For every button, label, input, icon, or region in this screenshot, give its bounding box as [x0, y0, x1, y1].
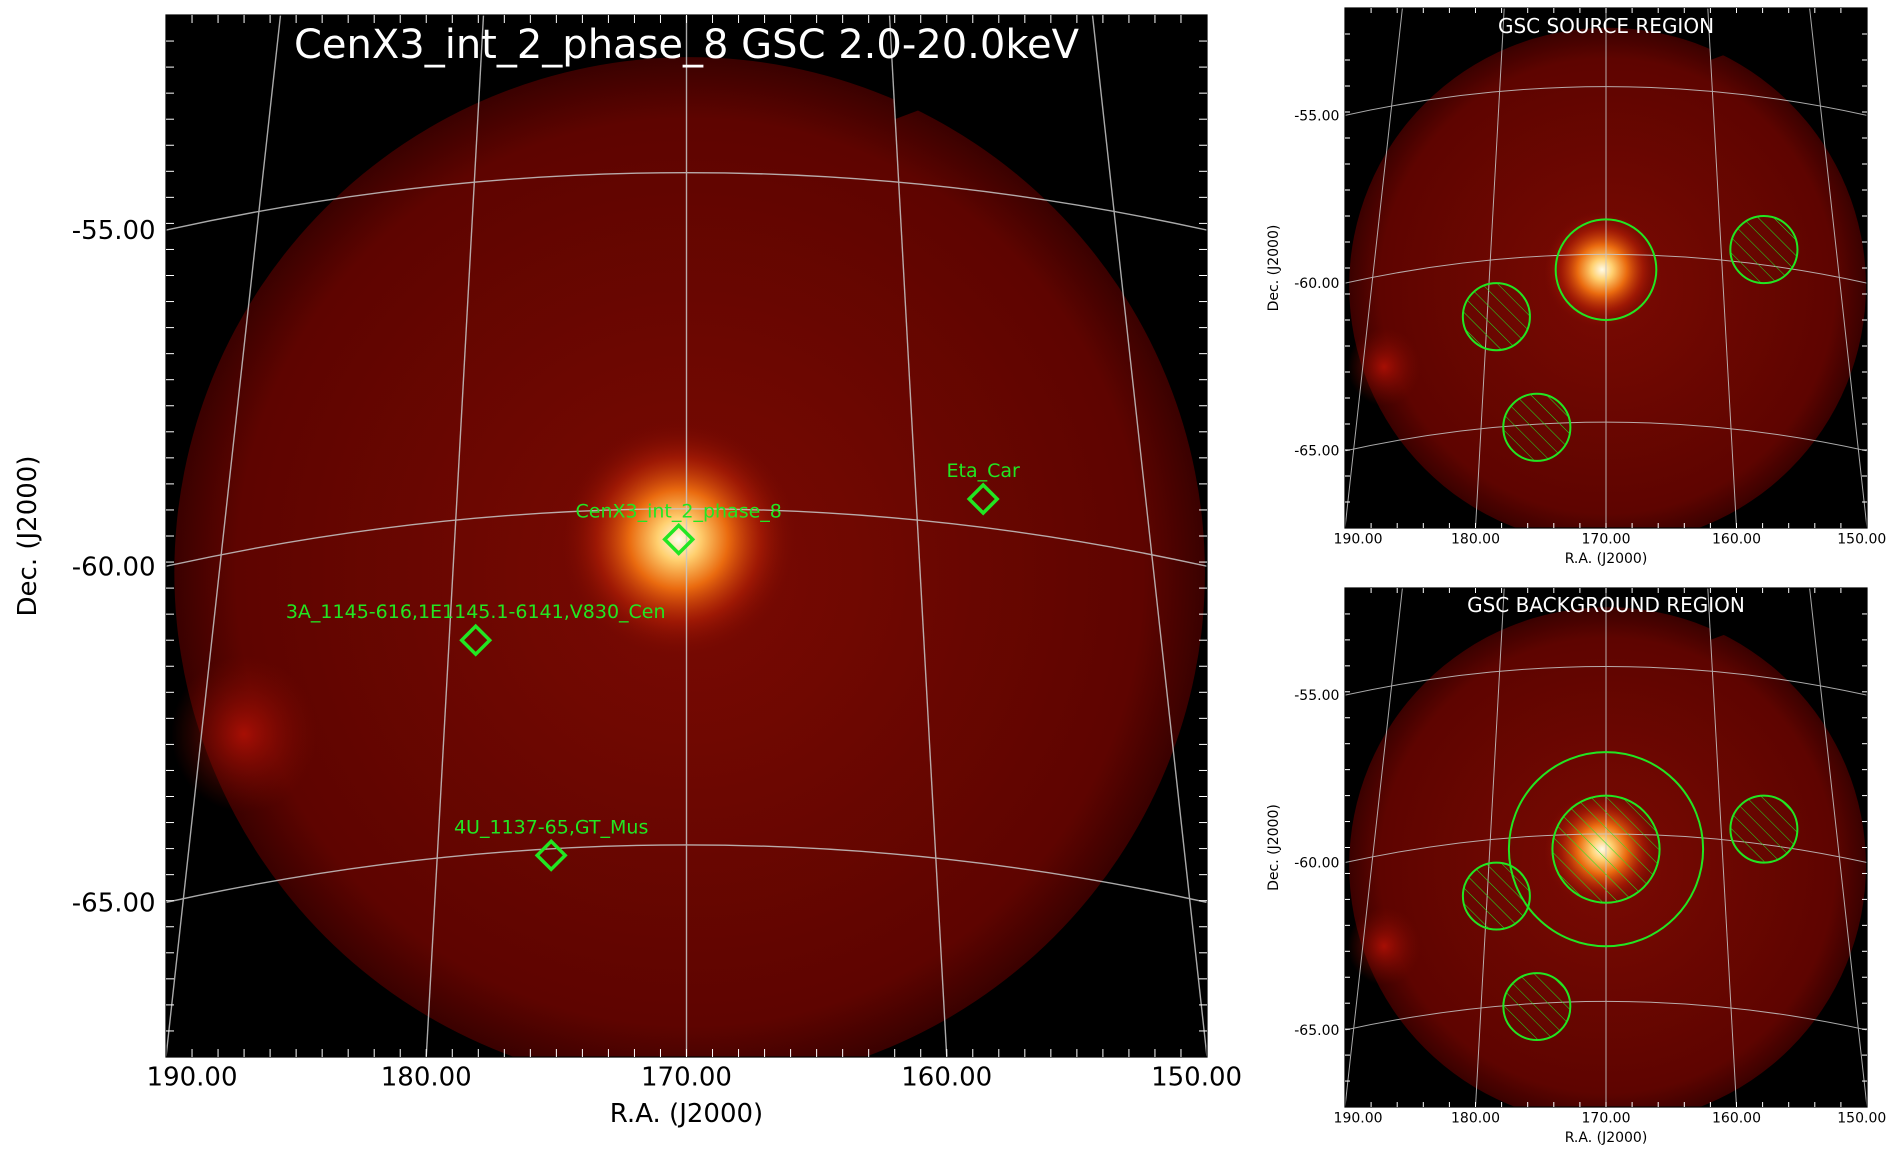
fov-notch [894, 15, 1207, 141]
y-tick-labels: -55.00 -60.00 -65.00 [72, 216, 156, 918]
faint-source-blob [1347, 327, 1421, 406]
source-marker[interactable] [534, 838, 568, 872]
ra-gridline [1475, 8, 1505, 528]
y-axis-label: Dec. (J2000) [1266, 804, 1282, 891]
source-marker[interactable] [662, 522, 696, 556]
y-tick-label: -60.00 [1294, 276, 1339, 292]
x-tick-label: 160.00 [1712, 531, 1761, 547]
axis-ticks [166, 15, 1207, 1057]
regions [1461, 215, 1799, 462]
excluded-region[interactable] [1502, 972, 1572, 1042]
excluded-region[interactable] [1461, 282, 1531, 352]
x-tick-label: 170.00 [1582, 1110, 1631, 1126]
x-tick-labels: 190.00 180.00 170.00 160.00 150.00 [1334, 531, 1887, 547]
excluded-region[interactable] [1551, 794, 1661, 904]
x-tick-labels: 190.00 180.00 170.00 160.00 150.00 [147, 1063, 1243, 1093]
y-tick-label: -55.00 [72, 216, 156, 246]
source-marker[interactable] [966, 482, 1000, 516]
x-tick-label: 180.00 [1451, 1110, 1500, 1126]
coordinate-grid [1345, 8, 1867, 528]
regions [1461, 751, 1799, 1042]
y-tick-label: -65.00 [1294, 444, 1339, 460]
fov-notch [1710, 588, 1867, 651]
x-tick-labels: 190.00 180.00 170.00 160.00 150.00 [1334, 1110, 1887, 1126]
faint-source-blob [1347, 907, 1421, 986]
source-region-panel: 190.00 180.00 170.00 160.00 150.00 -55.00 -60.… [1266, 7, 1887, 567]
x-tick-label: 150.00 [1151, 1063, 1242, 1093]
x-tick-label: 190.00 [1334, 1110, 1383, 1126]
fov-notch [1710, 8, 1867, 71]
y-tick-label: -55.00 [1294, 108, 1339, 124]
axis-ticks [1345, 588, 1867, 1107]
x-tick-label: 190.00 [1334, 531, 1383, 547]
axis-ticks [1345, 8, 1867, 528]
x-tick-label: 180.00 [381, 1063, 472, 1093]
y-axis-label: Dec. (J2000) [13, 456, 43, 617]
x-tick-label: 180.00 [1451, 531, 1500, 547]
x-tick-label: 170.00 [641, 1063, 732, 1093]
ra-gridline [1475, 588, 1505, 1107]
faint-source-blob [171, 655, 317, 813]
ra-gridline [1707, 8, 1737, 528]
excluded-region[interactable] [1461, 861, 1531, 931]
ra-gridline [425, 15, 485, 1057]
y-tick-label: -65.00 [72, 888, 156, 918]
source-label: Eta_Car [947, 460, 1021, 482]
x-tick-label: 190.00 [147, 1063, 238, 1093]
ra-gridline [888, 15, 948, 1057]
source-label: 4U_1137-65,GT_Mus [454, 816, 648, 838]
x-axis-label: R.A. (J2000) [1565, 1130, 1648, 1146]
x-axis-label: R.A. (J2000) [610, 1099, 763, 1129]
x-tick-label: 150.00 [1837, 1110, 1886, 1126]
x-tick-label: 160.00 [1712, 1110, 1761, 1126]
source-label: 3A_1145-616,1E1145.1-6141,V830_Cen [286, 601, 666, 623]
ra-gridline [1091, 15, 1207, 1057]
background-region[interactable] [1507, 751, 1705, 948]
y-tick-label: -65.00 [1294, 1023, 1339, 1039]
panel-title: GSC BACKGROUND REGION [1467, 593, 1745, 617]
x-axis-label: R.A. (J2000) [1565, 551, 1648, 567]
ra-gridline [166, 15, 282, 1057]
y-tick-label: -60.00 [72, 552, 156, 582]
bright-source-glow [561, 421, 797, 658]
panel-title: CenX3_int_2_phase_8 GSC 2.0-20.0keV [294, 22, 1080, 68]
excluded-region[interactable] [1729, 215, 1799, 285]
ra-gridline [1707, 588, 1737, 1107]
plot-area [1345, 588, 1867, 1107]
main-skymap: CenX3_int_2_phase_8 Eta_Car 3A_1145-616,1E… [13, 14, 1243, 1129]
panel-title: GSC SOURCE REGION [1498, 14, 1714, 38]
x-tick-label: 150.00 [1837, 531, 1886, 547]
x-tick-label: 160.00 [901, 1063, 992, 1093]
x-tick-label: 170.00 [1582, 531, 1631, 547]
excluded-region[interactable] [1729, 794, 1799, 864]
coordinate-grid [166, 15, 1207, 1057]
source-label: CenX3_int_2_phase_8 [575, 500, 781, 522]
plot-area: CenX3_int_2_phase_8 Eta_Car 3A_1145-616,1E… [166, 15, 1207, 1057]
plot-area [1345, 8, 1867, 528]
y-tick-labels: -55.00 -60.00 -65.00 [1294, 108, 1339, 459]
source-region[interactable] [1554, 218, 1658, 322]
source-marker[interactable] [459, 623, 493, 657]
ra-gridline [1345, 8, 1403, 528]
y-tick-label: -60.00 [1294, 855, 1339, 871]
y-tick-label: -55.00 [1294, 688, 1339, 704]
catalog-sources: CenX3_int_2_phase_8 Eta_Car 3A_1145-616,1E… [286, 460, 1021, 872]
excluded-region[interactable] [1502, 392, 1572, 462]
ra-gridline [1345, 588, 1403, 1107]
background-region-panel: 190.00 180.00 170.00 160.00 150.00 -55.00 -60.… [1266, 587, 1887, 1146]
ra-gridline [1809, 8, 1867, 528]
y-axis-label: Dec. (J2000) [1266, 225, 1282, 312]
bright-source-glow [1543, 210, 1661, 329]
y-tick-labels: -55.00 -60.00 -65.00 [1294, 688, 1339, 1039]
ra-gridline [1809, 588, 1867, 1107]
